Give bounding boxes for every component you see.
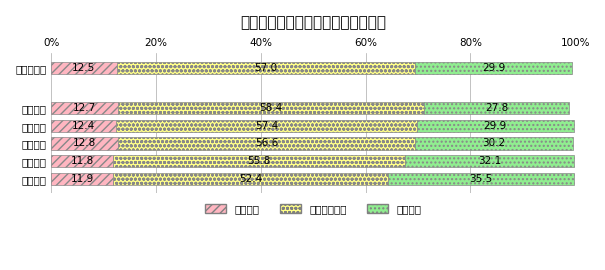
Bar	[118, 137, 415, 150]
Title: 年齢３区分別人口割合の５圏域比較: 年齢３区分別人口割合の５圏域比較	[240, 15, 386, 30]
Bar	[114, 173, 388, 185]
Text: 12.7: 12.7	[73, 103, 96, 113]
Text: 27.8: 27.8	[485, 103, 508, 113]
Bar	[51, 62, 117, 74]
Text: 12.5: 12.5	[72, 63, 96, 73]
Text: 30.2: 30.2	[482, 139, 506, 148]
Bar	[51, 102, 118, 114]
Bar	[424, 102, 569, 114]
Text: 57.4: 57.4	[255, 121, 278, 131]
Bar	[116, 120, 417, 132]
Bar	[51, 137, 118, 150]
Text: 29.9: 29.9	[483, 121, 507, 131]
Bar	[388, 173, 574, 185]
Text: 11.8: 11.8	[70, 156, 94, 166]
Legend: 年少人口, 生産年齢人口, 老年人口: 年少人口, 生産年齢人口, 老年人口	[201, 200, 426, 218]
Text: 52.4: 52.4	[239, 174, 263, 184]
Bar	[415, 137, 573, 150]
Text: 12.8: 12.8	[73, 139, 96, 148]
Text: 58.4: 58.4	[259, 103, 283, 113]
Bar	[51, 155, 113, 167]
Text: 32.1: 32.1	[478, 156, 501, 166]
Text: 11.9: 11.9	[71, 174, 94, 184]
Text: 12.4: 12.4	[72, 121, 95, 131]
Text: 29.9: 29.9	[482, 63, 505, 73]
Text: 56.6: 56.6	[255, 139, 278, 148]
Bar	[118, 102, 423, 114]
Bar	[117, 62, 416, 74]
Bar	[405, 155, 574, 167]
Text: 57.0: 57.0	[255, 63, 278, 73]
Bar	[416, 62, 572, 74]
Text: 55.8: 55.8	[247, 156, 271, 166]
Bar	[51, 120, 116, 132]
Bar	[113, 155, 405, 167]
Bar	[417, 120, 574, 132]
Text: 35.5: 35.5	[469, 174, 493, 184]
Bar	[51, 173, 114, 185]
